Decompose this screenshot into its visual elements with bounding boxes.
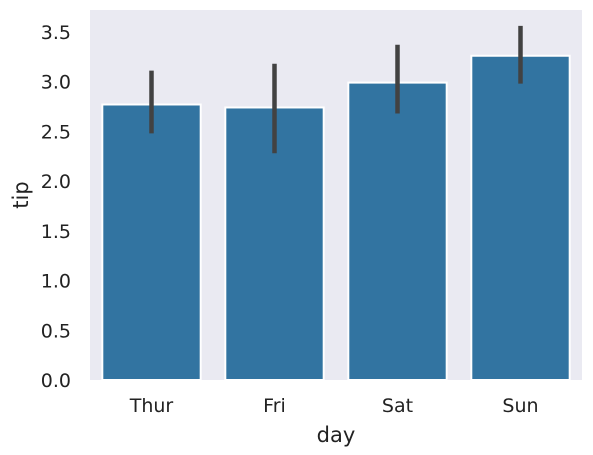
x-tick-label-sat: Sat — [382, 395, 413, 417]
y-tick-labels: 0.0 0.5 1.0 1.5 2.0 2.5 3.0 3.5 — [41, 22, 71, 392]
x-tick-labels: Thur Fri Sat Sun — [129, 395, 539, 417]
y-tick-label: 1.0 — [41, 271, 71, 293]
y-tick-label: 0.5 — [41, 320, 71, 342]
x-tick-label-sun: Sun — [502, 395, 538, 417]
y-tick-label: 2.5 — [41, 121, 71, 143]
error-bars-group — [149, 25, 523, 154]
bar-sat — [347, 81, 448, 382]
bar-sun — [470, 54, 571, 382]
bars-group — [101, 54, 571, 382]
bar-thur — [101, 103, 202, 381]
x-tick-label-thur: Thur — [129, 395, 174, 417]
y-tick-label: 0.0 — [41, 370, 71, 392]
x-tick-label-fri: Fri — [263, 395, 286, 417]
y-tick-label: 1.5 — [41, 221, 71, 243]
y-tick-label: 2.0 — [41, 171, 71, 193]
y-axis-label: tip — [9, 181, 33, 208]
y-tick-label: 3.5 — [41, 22, 71, 44]
y-tick-label: 3.0 — [41, 72, 71, 94]
x-axis-label: day — [317, 423, 356, 447]
